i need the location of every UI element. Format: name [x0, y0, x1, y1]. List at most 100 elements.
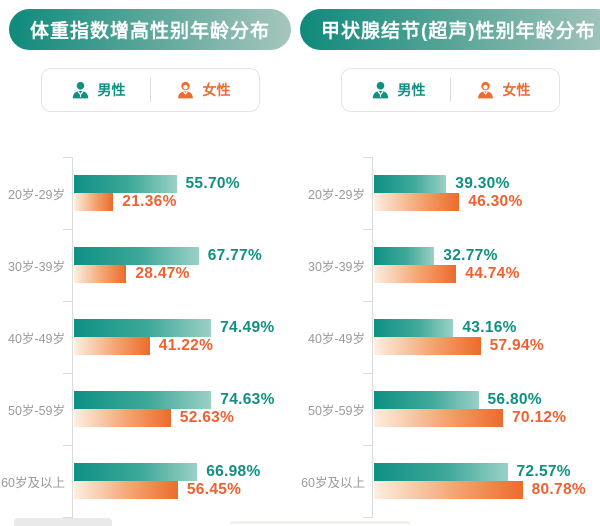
male-value-label: 66.98%	[206, 463, 261, 480]
female-bar	[74, 481, 178, 499]
male-bar	[74, 175, 177, 193]
legend-item-female: 女性	[151, 80, 255, 101]
bar-line-male: 66.98%	[74, 463, 300, 481]
axis-tick	[63, 517, 73, 518]
bar-group: 50岁-59岁 56.80% 70.12%	[300, 373, 600, 445]
legend-divider	[449, 78, 451, 102]
age-label: 50岁-59岁	[8, 403, 65, 418]
legend-label-male: 男性	[97, 82, 126, 98]
female-icon	[177, 81, 193, 98]
male-value-label: 55.70%	[185, 175, 240, 192]
male-value-label: 74.63%	[220, 391, 275, 408]
bar-plot-thyroid: 20岁-29岁 39.30% 46.30% 30岁-39岁 32.77% 44.74% 40…	[300, 157, 600, 518]
male-value-label: 67.77%	[207, 247, 263, 264]
age-label: 30岁-39岁	[8, 259, 65, 274]
female-bar	[374, 409, 503, 427]
legend-divider	[149, 78, 151, 102]
bar-line-female: 46.30%	[374, 193, 600, 211]
male-value-label: 39.30%	[455, 175, 510, 192]
bar-line-male: 43.16%	[374, 319, 600, 337]
male-value-label: 56.80%	[487, 391, 542, 408]
male-value-label: 32.77%	[443, 247, 498, 264]
bar-group: 20岁-29岁 39.30% 46.30%	[300, 157, 600, 229]
male-value-label: 72.57%	[516, 463, 571, 480]
chart-thyroid: 甲状腺结节(超声)性别年龄分布 男性 女性	[300, 0, 600, 518]
bar-pair: 66.98% 56.45%	[73, 463, 300, 499]
female-bar	[374, 337, 481, 355]
male-bar	[374, 463, 508, 481]
male-value-label: 43.16%	[462, 319, 517, 336]
y-axis-line	[372, 157, 373, 517]
axis-tick	[363, 229, 373, 230]
male-icon	[372, 81, 388, 98]
legend-bmi: 男性 女性	[40, 68, 260, 112]
bar-pair: 43.16% 57.94%	[373, 319, 600, 355]
axis-tick	[63, 229, 73, 230]
axis-tick	[363, 517, 373, 518]
legend-label-female: 女性	[502, 82, 531, 98]
bar-group: 30岁-39岁 67.77% 28.47%	[0, 229, 300, 301]
bar-line-male: 67.77%	[74, 247, 300, 265]
axis-tick	[363, 445, 373, 446]
legend-label-male: 男性	[397, 82, 426, 98]
bar-line-male: 74.63%	[74, 391, 300, 409]
age-label: 60岁及以上	[301, 475, 365, 490]
y-axis-line	[72, 157, 73, 517]
female-value-label: 57.94%	[489, 337, 544, 354]
female-value-label: 80.78%	[531, 481, 586, 498]
bar-group: 40岁-49岁 74.49% 41.22%	[0, 301, 300, 373]
legend-thyroid: 男性 女性	[340, 68, 560, 112]
bar-pair: 67.77% 28.47%	[73, 247, 300, 283]
bar-group: 20岁-29岁 55.70% 21.36%	[0, 157, 300, 229]
legend-item-male: 男性	[46, 80, 150, 101]
age-label: 20岁-29岁	[308, 187, 365, 202]
age-label: 40岁-49岁	[308, 331, 365, 346]
chart-bmi: 体重指数增高性别年龄分布 男性 女性	[0, 0, 300, 518]
bar-line-female: 21.36%	[74, 193, 300, 211]
female-value-label: 52.63%	[179, 409, 235, 426]
male-bar	[374, 391, 479, 409]
female-value-label: 70.12%	[512, 409, 567, 426]
bar-line-male: 39.30%	[374, 175, 600, 193]
male-value-label: 74.49%	[220, 319, 275, 336]
male-bar	[74, 319, 212, 337]
age-label: 40岁-49岁	[8, 331, 65, 346]
male-bar	[374, 247, 435, 265]
bar-line-female: 80.78%	[374, 481, 600, 499]
bar-pair: 39.30% 46.30%	[373, 175, 600, 211]
male-bar	[74, 247, 199, 265]
bar-line-female: 56.45%	[74, 481, 300, 499]
bar-line-male: 32.77%	[374, 247, 600, 265]
bar-pair: 56.80% 70.12%	[373, 391, 600, 427]
age-label: 30岁-39岁	[308, 259, 365, 274]
axis-tick	[363, 373, 373, 374]
legend-item-female: 女性	[451, 80, 555, 101]
female-value-label: 56.45%	[186, 481, 242, 498]
bar-line-male: 56.80%	[374, 391, 600, 409]
bar-line-male: 55.70%	[74, 175, 300, 193]
bar-group: 40岁-49岁 43.16% 57.94%	[300, 301, 600, 373]
axis-tick	[363, 301, 373, 302]
bar-line-female: 57.94%	[374, 337, 600, 355]
legend-item-male: 男性	[346, 80, 450, 101]
bar-line-male: 72.57%	[374, 463, 600, 481]
axis-tick	[63, 157, 73, 158]
bar-pair: 72.57% 80.78%	[373, 463, 600, 499]
bar-group: 30岁-39岁 32.77% 44.74%	[300, 229, 600, 301]
chart-title-bmi: 体重指数增高性别年龄分布	[8, 9, 291, 50]
bar-group: 60岁及以上 66.98% 56.45%	[0, 445, 300, 517]
bar-pair: 74.49% 41.22%	[73, 319, 300, 355]
age-label: 20岁-29岁	[8, 187, 65, 202]
female-bar	[374, 193, 460, 211]
female-value-label: 28.47%	[135, 265, 190, 282]
male-icon	[72, 81, 88, 98]
axis-tick	[63, 445, 73, 446]
female-bar	[74, 409, 171, 427]
axis-tick	[63, 301, 73, 302]
male-bar	[74, 463, 198, 481]
female-bar	[374, 481, 523, 499]
bar-line-female: 41.22%	[74, 337, 300, 355]
female-bar	[74, 337, 150, 355]
bar-pair: 32.77% 44.74%	[373, 247, 600, 283]
age-label: 50岁-59岁	[308, 403, 365, 418]
